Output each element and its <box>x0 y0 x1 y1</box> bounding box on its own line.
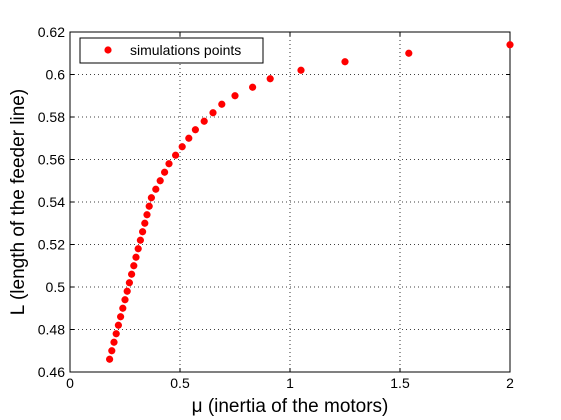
data-point <box>123 287 131 295</box>
data-point <box>178 143 186 151</box>
y-axis-label: L (length of the feeder line) <box>8 89 29 315</box>
data-point <box>112 330 120 338</box>
data-point <box>125 279 133 287</box>
x-tick-label: 1.5 <box>390 375 410 391</box>
y-tick-label: 0.56 <box>38 152 65 168</box>
data-point <box>506 41 514 49</box>
data-point <box>132 253 140 261</box>
y-tick-label: 0.48 <box>38 322 65 338</box>
data-point <box>136 236 144 244</box>
x-tick-label: 0 <box>66 375 74 391</box>
x-tick-label: 0.5 <box>170 375 190 391</box>
data-point <box>156 177 164 185</box>
y-tick-label: 0.6 <box>46 67 66 83</box>
data-point <box>119 304 127 312</box>
y-tick-label: 0.52 <box>38 237 65 253</box>
data-point <box>110 338 118 346</box>
data-point <box>200 117 208 125</box>
data-point <box>130 262 138 270</box>
data-point <box>114 321 122 329</box>
legend: simulations points <box>79 37 264 64</box>
x-axis-label: μ (inertia of the motors) <box>192 396 389 417</box>
y-tick-label: 0.58 <box>38 109 65 125</box>
y-tick-label: 0.54 <box>38 194 65 210</box>
data-point <box>266 75 274 83</box>
data-point <box>231 92 239 100</box>
data-point <box>134 245 142 253</box>
data-point <box>143 211 151 219</box>
grid-lines <box>70 32 510 372</box>
axis-ticks <box>69 31 511 373</box>
data-point <box>165 160 173 168</box>
data-point <box>152 185 160 193</box>
data-point <box>405 49 413 57</box>
legend-marker <box>104 46 112 54</box>
x-tick-label: 1 <box>286 375 294 391</box>
data-point <box>185 134 193 142</box>
y-tick-label: 0.46 <box>38 364 65 380</box>
data-point <box>249 83 257 91</box>
y-tick-labels: 0.46 0.48 0.5 0.52 0.54 0.56 0.58 0.6 0.62 <box>38 24 65 380</box>
x-tick-label: 2 <box>506 375 514 391</box>
data-point <box>172 151 180 159</box>
y-tick-label: 0.5 <box>46 279 66 295</box>
data-point <box>209 109 217 117</box>
data-point <box>128 270 136 278</box>
data-points <box>106 41 514 363</box>
x-tick-labels: 0 0.5 1 1.5 2 <box>66 375 514 391</box>
data-point <box>191 126 199 134</box>
data-point <box>141 219 149 227</box>
data-point <box>147 194 155 202</box>
y-tick-label: 0.62 <box>38 24 65 40</box>
data-point <box>108 347 116 355</box>
data-point <box>139 228 147 236</box>
data-point <box>341 58 349 66</box>
data-point <box>121 296 129 304</box>
data-point <box>218 100 226 108</box>
data-point <box>117 313 125 321</box>
data-point <box>106 355 114 363</box>
data-point <box>297 66 305 74</box>
data-point <box>145 202 153 210</box>
data-point <box>161 168 169 176</box>
legend-label: simulations points <box>130 42 241 58</box>
